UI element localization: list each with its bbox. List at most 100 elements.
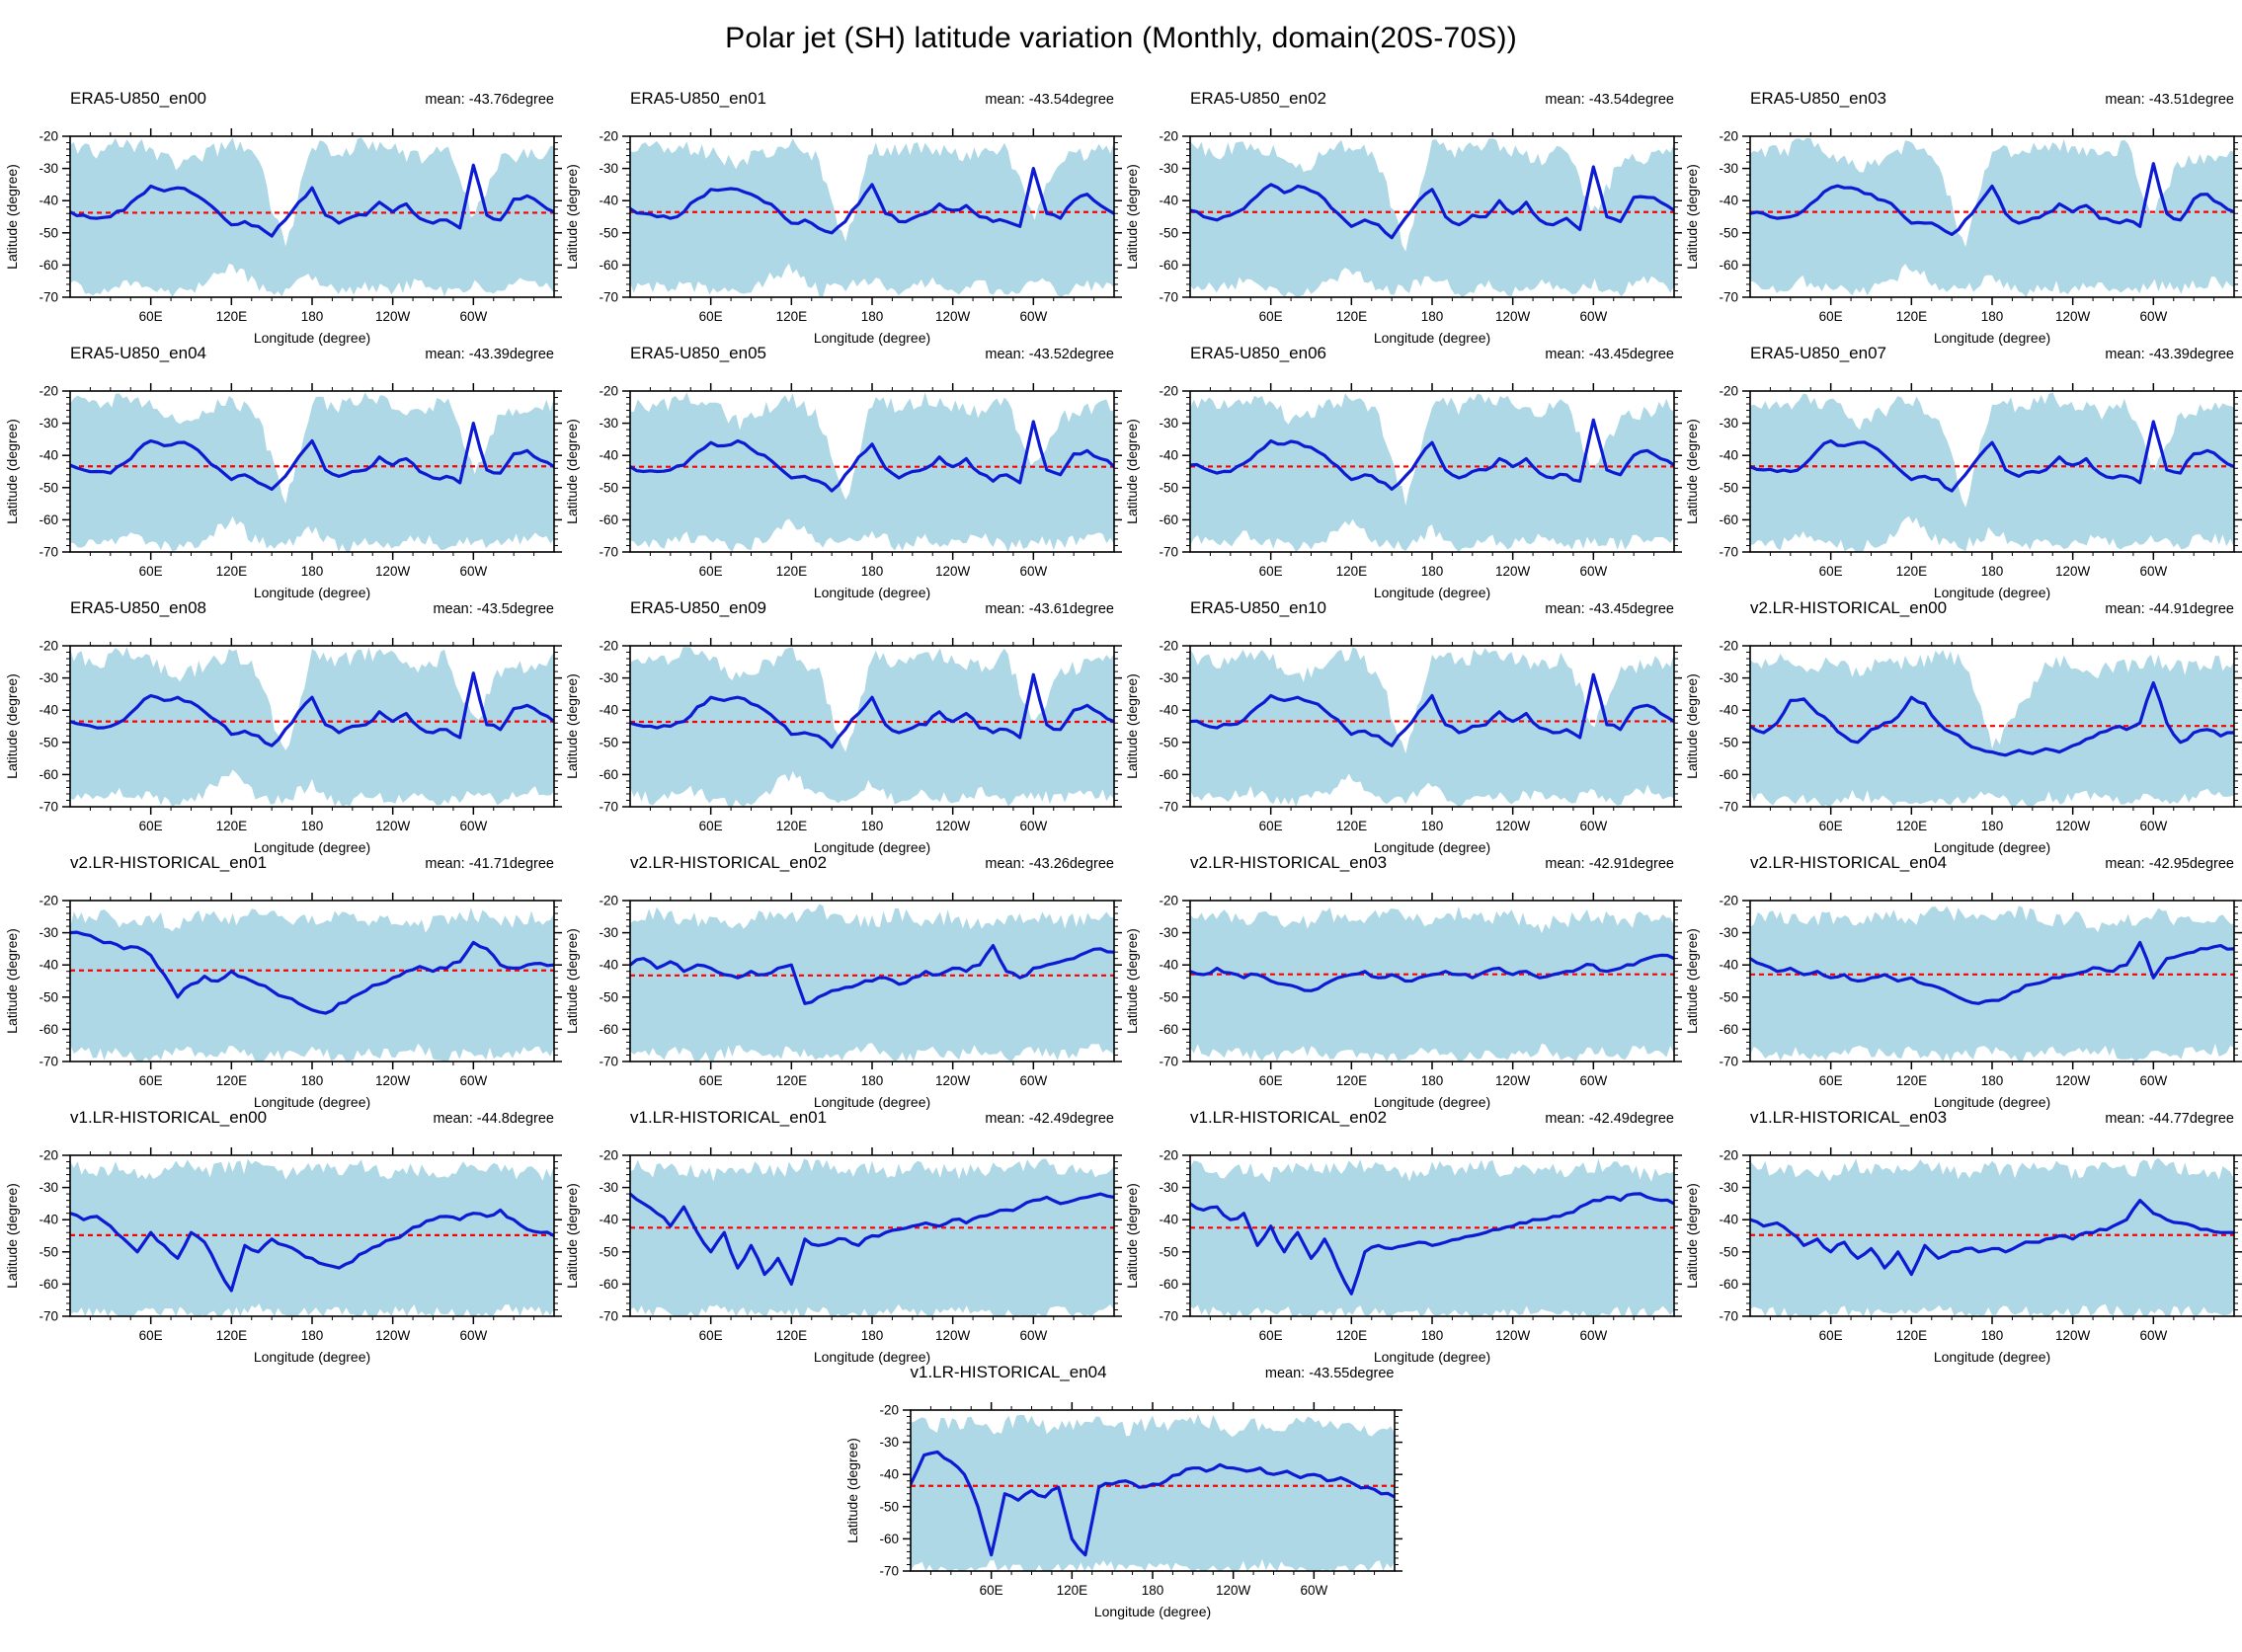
panel-plot: 60E 120E 180 120W 60W -20 -30 -40 -50 -60 -70 Longi… xyxy=(4,383,562,600)
svg-text:-20: -20 xyxy=(1159,639,1178,654)
svg-text:-70: -70 xyxy=(599,800,618,815)
svg-text:-40: -40 xyxy=(599,703,618,718)
svg-text:-50: -50 xyxy=(39,1244,58,1259)
svg-text:120W: 120W xyxy=(1495,819,1531,833)
svg-text:Longitude (degree): Longitude (degree) xyxy=(1374,1349,1490,1365)
panel-plot: 60E 120E 180 120W 60W -20 -30 -40 -50 -60 -70 Longi… xyxy=(564,638,1122,855)
svg-text:Longitude (degree): Longitude (degree) xyxy=(1934,1349,2050,1365)
svg-text:-70: -70 xyxy=(39,545,58,560)
svg-text:-30: -30 xyxy=(599,925,618,940)
svg-text:Latitude (degree): Latitude (degree) xyxy=(4,419,20,524)
svg-text:-30: -30 xyxy=(1159,416,1178,431)
svg-text:Longitude (degree): Longitude (degree) xyxy=(1374,585,1490,600)
svg-text:60W: 60W xyxy=(2139,1073,2167,1088)
svg-text:60W: 60W xyxy=(1579,819,1607,833)
svg-text:Longitude (degree): Longitude (degree) xyxy=(1093,1604,1210,1619)
svg-text:-30: -30 xyxy=(39,416,58,431)
svg-text:120E: 120E xyxy=(1896,819,1928,833)
panel: 60E 120E 180 120W 60W -20 -30 -40 -50 -60 -70 Longi… xyxy=(1121,575,1682,855)
svg-text:120W: 120W xyxy=(935,1073,971,1088)
svg-text:60W: 60W xyxy=(1019,1073,1047,1088)
svg-text:-20: -20 xyxy=(1159,894,1178,908)
panel-plot: 60E 120E 180 120W 60W -20 -30 -40 -50 -60 -70 Longi… xyxy=(4,128,562,346)
svg-text:-20: -20 xyxy=(1159,384,1178,399)
svg-text:120E: 120E xyxy=(1896,1328,1928,1343)
panel-plot: 60E 120E 180 120W 60W -20 -30 -40 -50 -60 -70 Longi… xyxy=(564,1147,1122,1365)
svg-text:-40: -40 xyxy=(1159,1213,1178,1227)
svg-text:60W: 60W xyxy=(2139,819,2167,833)
svg-text:-20: -20 xyxy=(39,639,58,654)
svg-text:-70: -70 xyxy=(39,290,58,305)
svg-text:-60: -60 xyxy=(1719,1277,1738,1292)
svg-text:Longitude (degree): Longitude (degree) xyxy=(254,1094,370,1110)
svg-text:-40: -40 xyxy=(39,448,58,463)
svg-text:-20: -20 xyxy=(879,1403,899,1418)
svg-text:120W: 120W xyxy=(935,564,971,579)
svg-text:-60: -60 xyxy=(599,1022,618,1037)
svg-text:-20: -20 xyxy=(1719,129,1738,144)
svg-text:-50: -50 xyxy=(1719,735,1738,749)
svg-text:180: 180 xyxy=(1981,564,2004,579)
svg-text:120E: 120E xyxy=(776,819,808,833)
panel-plot: 60E 120E 180 120W 60W -20 -30 -40 -50 -60 -70 Longi… xyxy=(1124,128,1682,346)
svg-text:60E: 60E xyxy=(1259,819,1283,833)
svg-text:Latitude (degree): Latitude (degree) xyxy=(1684,1183,1700,1289)
svg-text:-30: -30 xyxy=(39,670,58,685)
svg-text:-60: -60 xyxy=(599,1277,618,1292)
svg-text:-40: -40 xyxy=(1159,448,1178,463)
panel-plot: 60E 120E 180 120W 60W -20 -30 -40 -50 -60 -70 Longi… xyxy=(1684,383,2242,600)
svg-text:-70: -70 xyxy=(599,1309,618,1324)
svg-text:Latitude (degree): Latitude (degree) xyxy=(1124,673,1140,779)
svg-text:60E: 60E xyxy=(139,1073,163,1088)
svg-text:Longitude (degree): Longitude (degree) xyxy=(1374,330,1490,346)
svg-text:60W: 60W xyxy=(459,1073,487,1088)
svg-text:-40: -40 xyxy=(1719,958,1738,973)
svg-text:-20: -20 xyxy=(599,639,618,654)
svg-text:-70: -70 xyxy=(1719,290,1738,305)
svg-text:180: 180 xyxy=(1981,1073,2004,1088)
svg-text:60W: 60W xyxy=(2139,564,2167,579)
svg-text:Longitude (degree): Longitude (degree) xyxy=(1934,330,2050,346)
svg-text:-60: -60 xyxy=(1719,512,1738,527)
svg-text:120E: 120E xyxy=(1336,819,1368,833)
svg-text:60W: 60W xyxy=(459,819,487,833)
svg-text:-30: -30 xyxy=(1719,670,1738,685)
svg-text:-20: -20 xyxy=(1719,639,1738,654)
svg-text:-60: -60 xyxy=(1719,258,1738,273)
svg-text:Longitude (degree): Longitude (degree) xyxy=(814,585,930,600)
svg-text:-40: -40 xyxy=(599,448,618,463)
panel: 60E 120E 180 120W 60W -20 -30 -40 -50 -60 -70 Longi… xyxy=(561,575,1122,855)
svg-text:Longitude (degree): Longitude (degree) xyxy=(1374,839,1490,855)
svg-text:Latitude (degree): Latitude (degree) xyxy=(1684,419,1700,524)
svg-text:60E: 60E xyxy=(1819,564,1843,579)
svg-text:-30: -30 xyxy=(879,1435,899,1450)
svg-text:-20: -20 xyxy=(599,1148,618,1163)
svg-text:Latitude (degree): Latitude (degree) xyxy=(564,673,580,779)
svg-text:180: 180 xyxy=(1141,1583,1163,1598)
svg-text:Longitude (degree): Longitude (degree) xyxy=(1374,1094,1490,1110)
svg-text:180: 180 xyxy=(301,564,324,579)
svg-text:-20: -20 xyxy=(1719,1148,1738,1163)
svg-text:-50: -50 xyxy=(1719,989,1738,1004)
svg-text:Latitude (degree): Latitude (degree) xyxy=(1124,419,1140,524)
svg-text:Longitude (degree): Longitude (degree) xyxy=(254,839,370,855)
svg-text:-40: -40 xyxy=(1719,1213,1738,1227)
svg-text:120W: 120W xyxy=(935,1328,971,1343)
svg-text:60W: 60W xyxy=(459,564,487,579)
svg-text:-70: -70 xyxy=(599,545,618,560)
svg-text:-70: -70 xyxy=(599,1055,618,1069)
panel-plot: 60E 120E 180 120W 60W -20 -30 -40 -50 -60 -70 Longi… xyxy=(1124,1147,1682,1365)
svg-text:60W: 60W xyxy=(459,1328,487,1343)
svg-text:Longitude (degree): Longitude (degree) xyxy=(814,839,930,855)
panel-plot: 60E 120E 180 120W 60W -20 -30 -40 -50 -60 -70 Longi… xyxy=(1124,383,1682,600)
svg-text:-40: -40 xyxy=(39,958,58,973)
svg-text:-70: -70 xyxy=(1719,545,1738,560)
svg-text:-40: -40 xyxy=(1719,703,1738,718)
svg-text:60E: 60E xyxy=(979,1583,1002,1598)
svg-text:-60: -60 xyxy=(39,1277,58,1292)
svg-text:-70: -70 xyxy=(1159,290,1178,305)
svg-text:-40: -40 xyxy=(1159,703,1178,718)
svg-text:Longitude (degree): Longitude (degree) xyxy=(1934,585,2050,600)
svg-text:-50: -50 xyxy=(1719,225,1738,240)
svg-text:-70: -70 xyxy=(879,1564,899,1579)
